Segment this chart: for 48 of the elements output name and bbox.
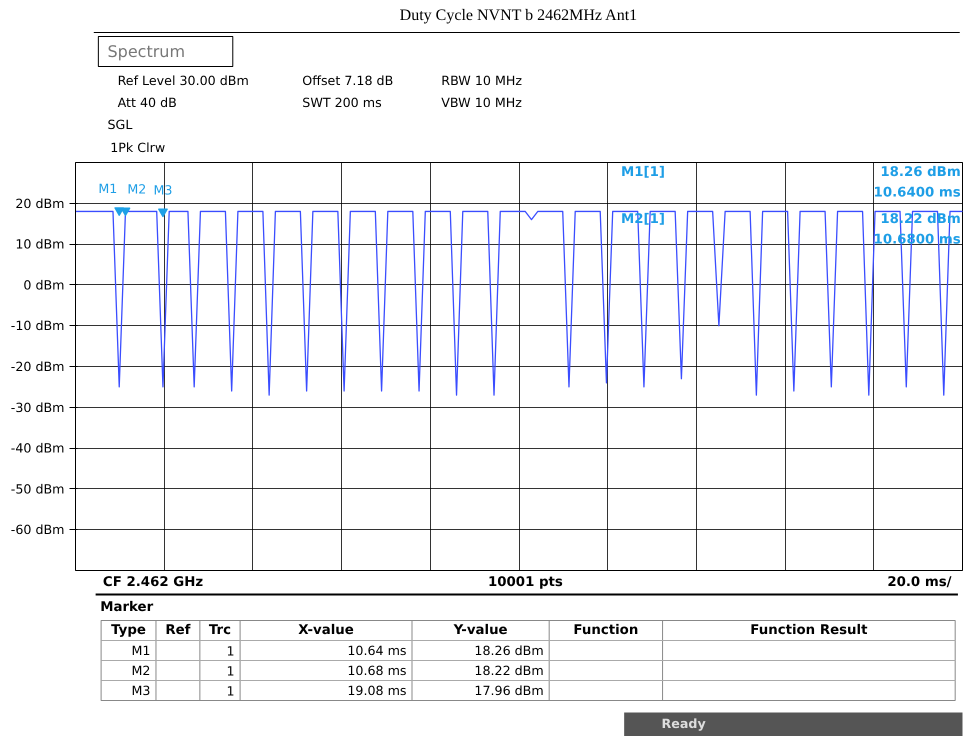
text: Ref	[165, 623, 191, 638]
y-tick-label: -20 dBm	[10, 359, 65, 374]
text: 1	[226, 684, 235, 698]
y-tick-label: -40 dBm	[10, 440, 65, 456]
text: Function	[573, 623, 638, 638]
annotation: 18.26 dBm	[880, 165, 961, 180]
text: Offset 7.18 dB	[302, 73, 394, 88]
text: Ready	[662, 716, 706, 731]
text: 1Pk Clrw	[110, 140, 166, 155]
annotation: M1[1]	[621, 165, 666, 180]
text: VBW 10 MHz	[441, 95, 522, 110]
text: CF 2.462 GHz	[102, 575, 204, 590]
y-tick-label: 20 dBm	[15, 196, 65, 211]
text: Y-value	[452, 623, 508, 638]
chart-title: Duty Cycle NVNT b 2462MHz Ant1	[400, 7, 638, 24]
text: 1	[226, 664, 235, 678]
text: 10.64 ms	[347, 643, 407, 658]
y-tick-label: -50 dBm	[10, 481, 65, 496]
y-tick-label: 10 dBm	[15, 236, 65, 252]
text: SWT 200 ms	[302, 95, 382, 110]
y-tick-label: 0 dBm	[23, 277, 65, 292]
annotation: M2	[127, 181, 146, 196]
text: M2	[132, 663, 150, 678]
text: Att 40 dB	[118, 95, 177, 110]
text: Function Result	[750, 623, 868, 638]
text: 18.26 dBm	[474, 643, 544, 658]
text: RBW 10 MHz	[441, 73, 522, 88]
text: M3	[132, 683, 150, 698]
annotation: M1	[98, 181, 118, 196]
text: Spectrum	[108, 42, 186, 61]
text: Ref Level 30.00 dBm	[118, 73, 249, 88]
annotation: 10.6400 ms	[874, 186, 961, 201]
text: 17.96 dBm	[474, 683, 544, 698]
text: Type	[111, 623, 146, 638]
text: 18.22 dBm	[474, 663, 544, 678]
y-tick-label: -30 dBm	[10, 400, 65, 415]
y-tick-label: -60 dBm	[10, 522, 65, 538]
text: 19.08 ms	[347, 683, 407, 698]
text: 1	[226, 644, 235, 658]
text: Marker	[100, 600, 154, 615]
text: X-value	[298, 623, 354, 638]
text: M1	[132, 643, 150, 658]
text: 20.0 ms/	[887, 575, 952, 590]
text: 10.68 ms	[347, 663, 407, 678]
text: Trc	[208, 623, 232, 638]
text: 10001 pts	[488, 575, 563, 590]
y-tick-label: -10 dBm	[10, 318, 65, 334]
text: SGL	[108, 117, 132, 132]
